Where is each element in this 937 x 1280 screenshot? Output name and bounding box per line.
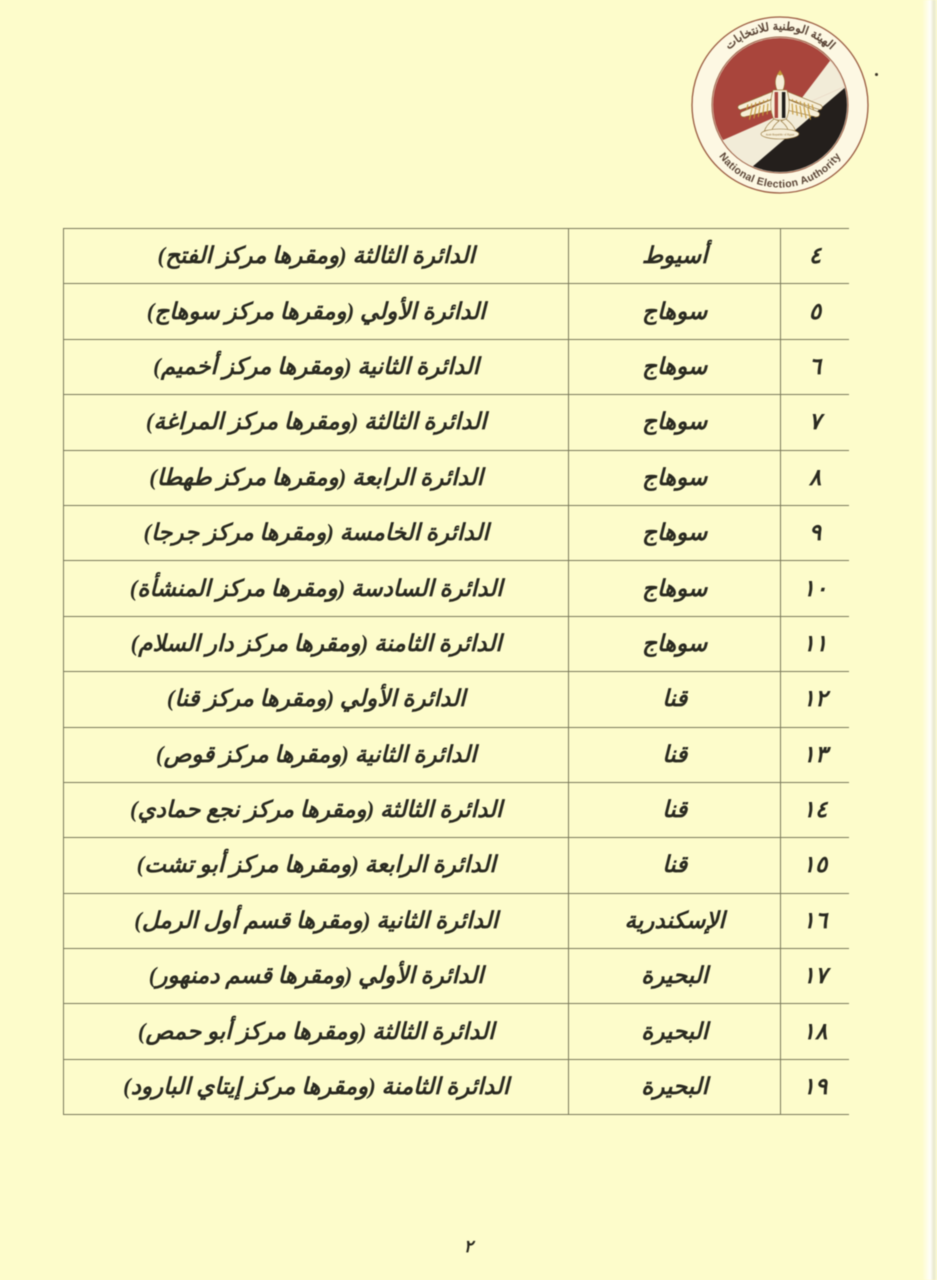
svg-text:Arab Republic of Egypt: Arab Republic of Egypt: [766, 132, 795, 136]
